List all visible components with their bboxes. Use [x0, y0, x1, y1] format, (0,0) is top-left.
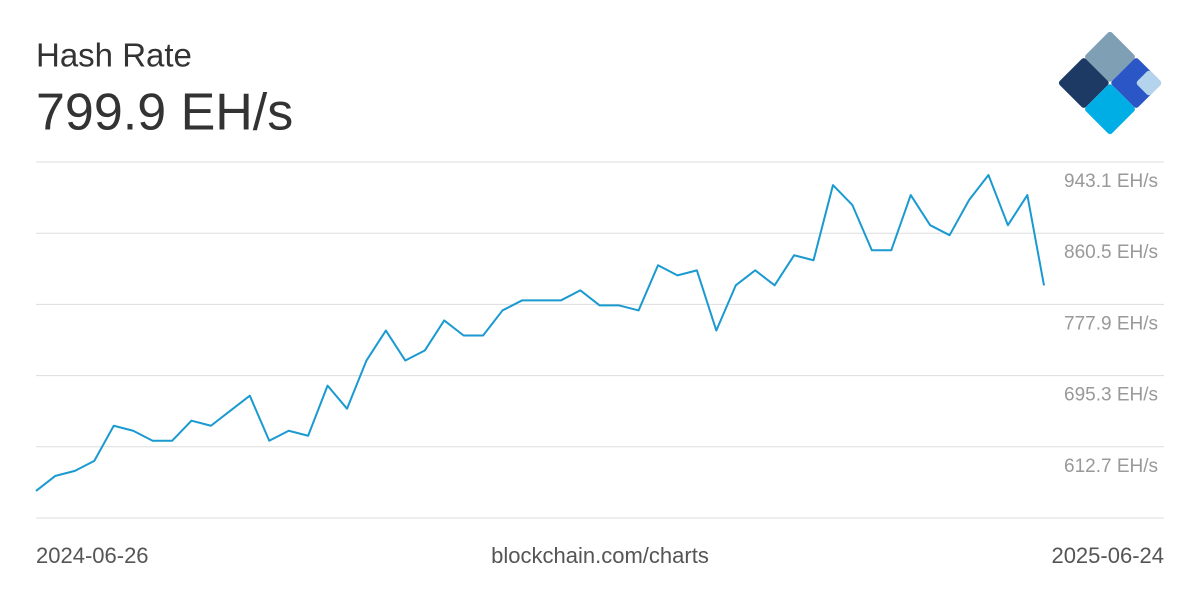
y-tick-label: 612.7 EH/s	[1064, 456, 1158, 477]
y-tick-label: 860.5 EH/s	[1064, 242, 1158, 263]
source: blockchain.com/charts	[491, 543, 709, 568]
y-tick-label: 695.3 EH/s	[1064, 385, 1158, 406]
chart-title: Hash Rate	[36, 37, 192, 74]
logo-part	[1136, 70, 1162, 96]
hash-rate-line	[35, 174, 1045, 492]
logo	[1058, 31, 1162, 135]
logo-part	[1058, 58, 1109, 108]
x-start-label: 2024-06-26	[36, 543, 149, 568]
chart-subtitle: 799.9 EH/s	[36, 84, 293, 142]
y-tick-label: 777.9 EH/s	[1064, 313, 1158, 334]
y-tick-label: 943.1 EH/s	[1064, 171, 1158, 192]
x-end-label: 2025-06-24	[1051, 543, 1164, 568]
logo-part	[1085, 31, 1135, 82]
logo-part	[1111, 58, 1162, 108]
logo-part	[1085, 84, 1135, 135]
